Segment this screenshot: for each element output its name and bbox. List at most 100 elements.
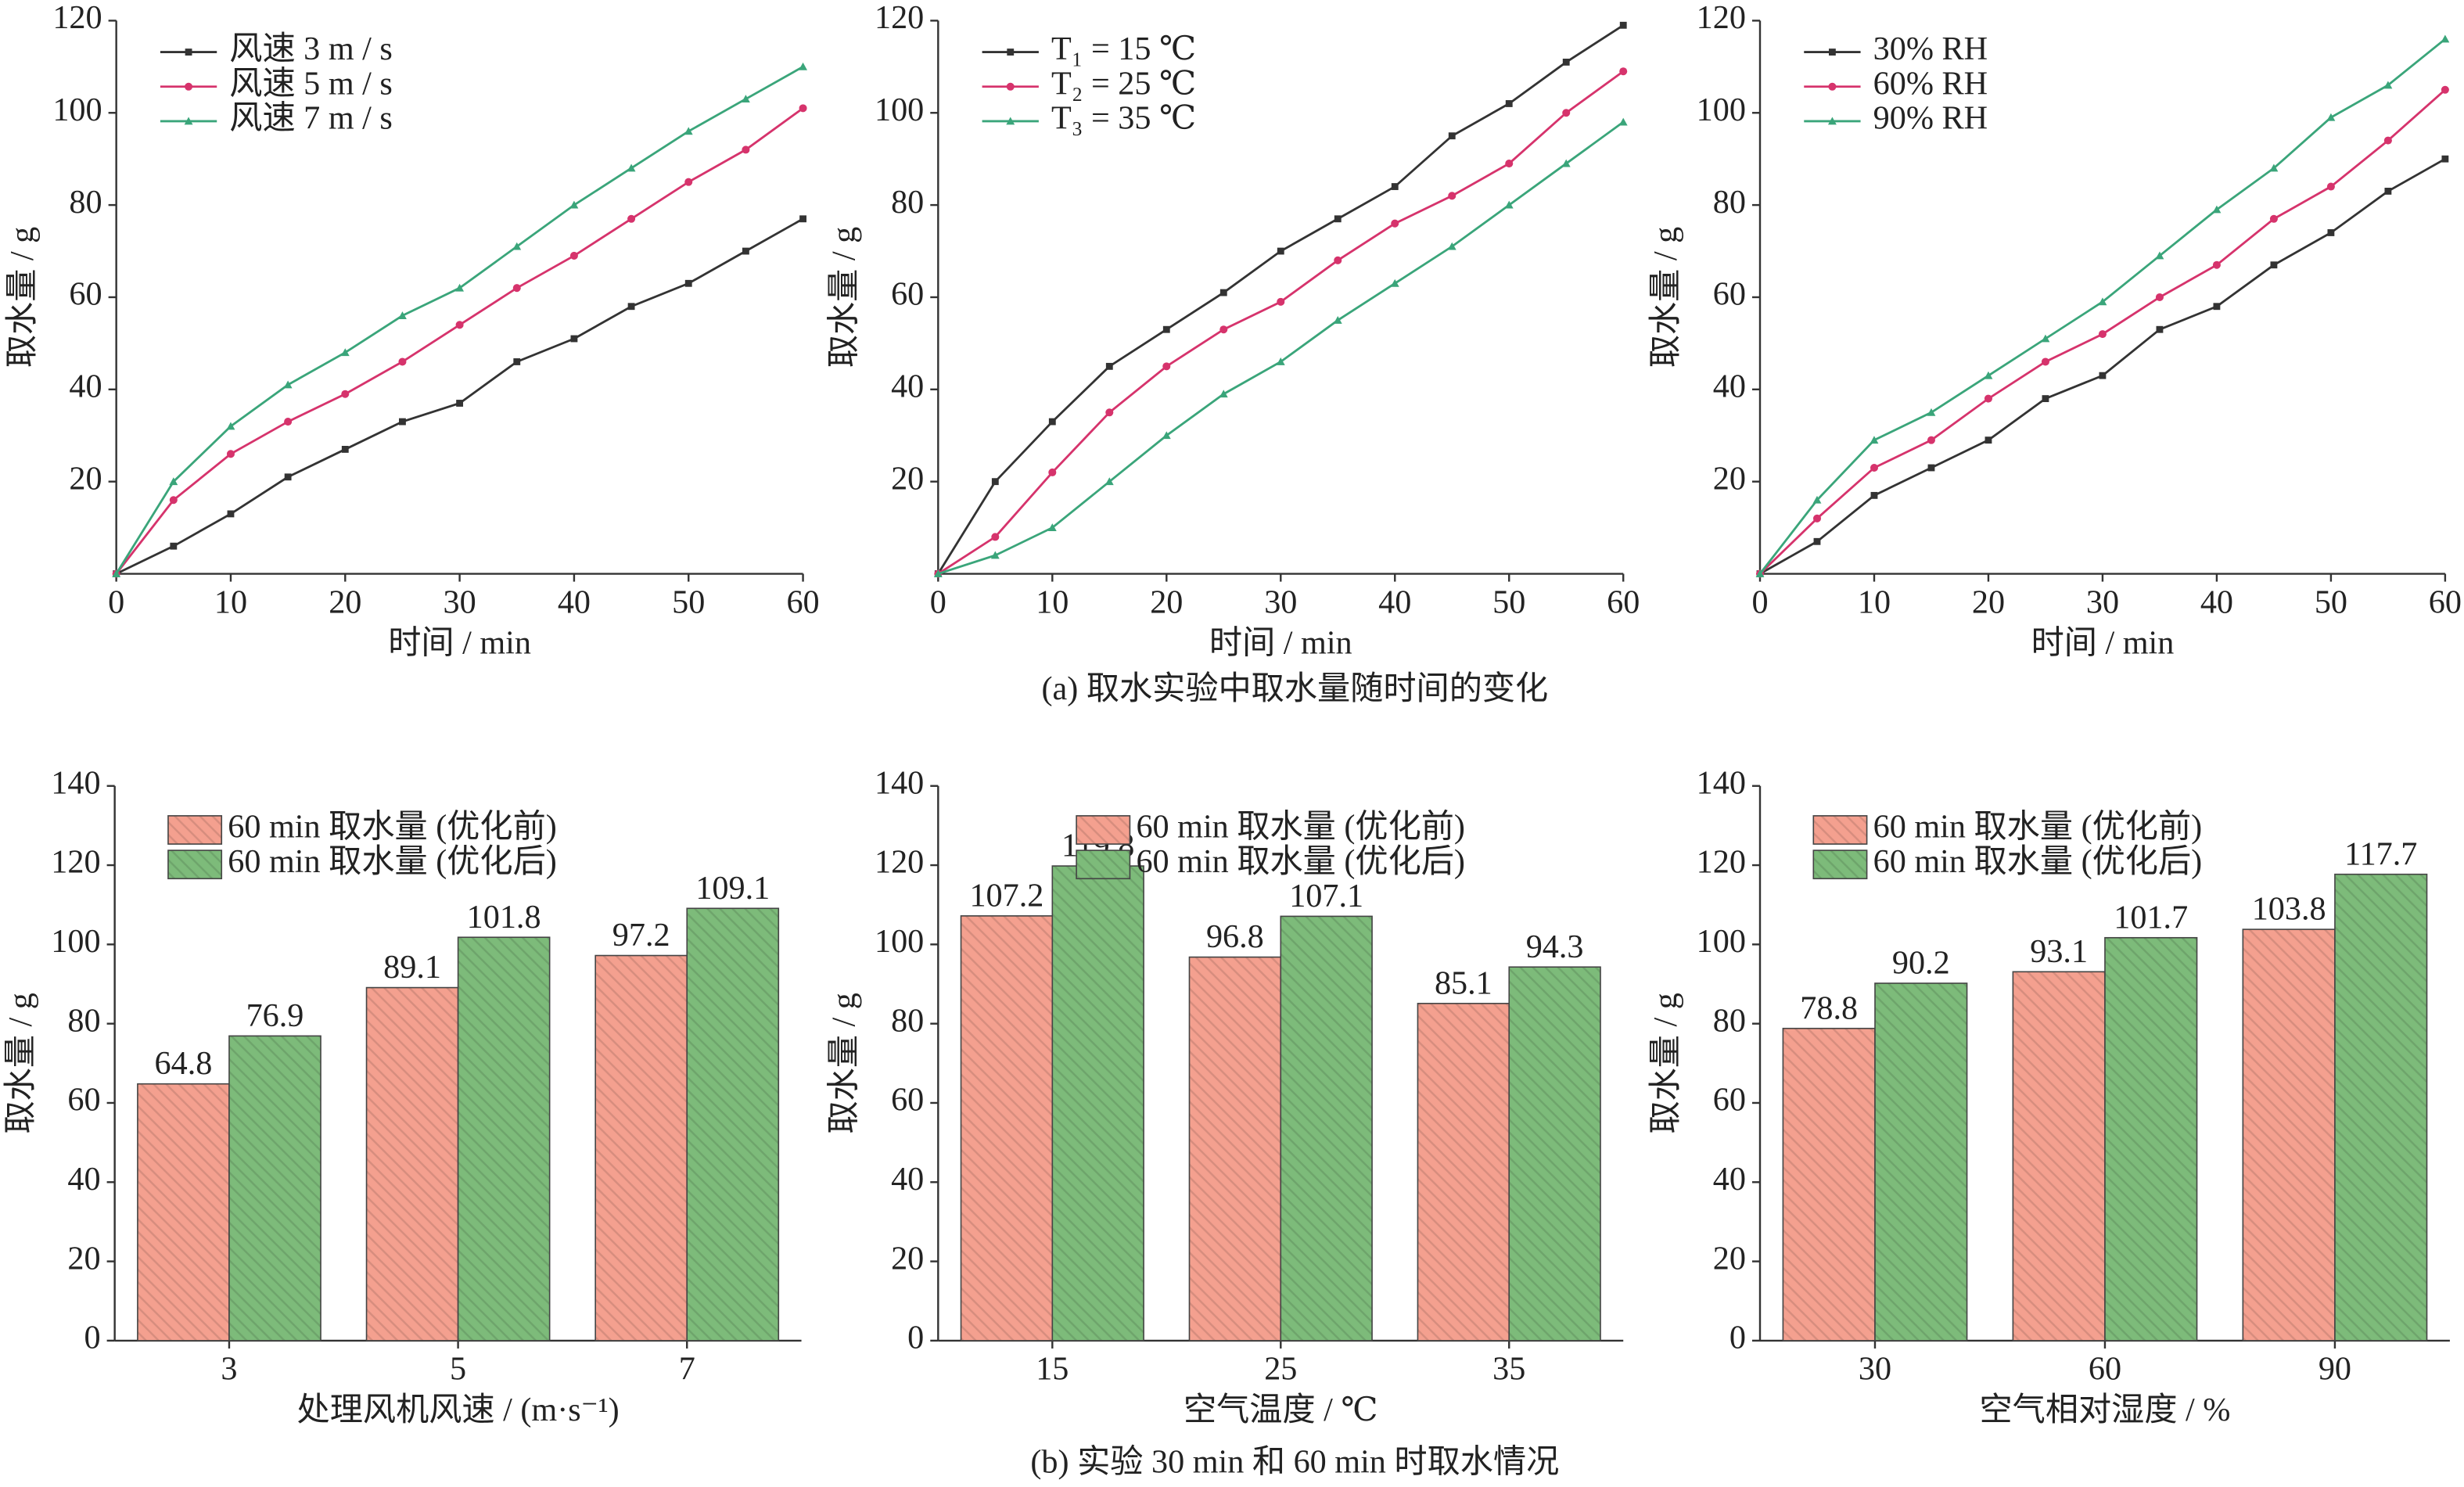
y-axis-label: 取水量 / g bbox=[826, 993, 863, 1133]
marker bbox=[1390, 278, 1399, 287]
bar bbox=[1417, 1003, 1510, 1342]
y-tick-label: 100 bbox=[52, 92, 102, 128]
marker bbox=[627, 303, 635, 311]
value-label: 89.1 bbox=[383, 949, 441, 986]
marker bbox=[170, 542, 178, 550]
marker bbox=[742, 247, 749, 255]
legend-label: 60 min 取水量 (优化前) bbox=[228, 809, 557, 846]
marker bbox=[2098, 330, 2107, 339]
marker bbox=[1984, 371, 1993, 379]
marker bbox=[1984, 394, 1992, 403]
y-tick-label: 120 bbox=[1697, 0, 1746, 36]
y-axis-label: 取水量 / g bbox=[1647, 993, 1684, 1133]
y-tick-label: 0 bbox=[84, 1320, 100, 1356]
marker bbox=[284, 418, 293, 426]
x-tick-label: 0 bbox=[108, 584, 124, 620]
marker bbox=[1828, 48, 1836, 56]
marker bbox=[1219, 289, 1227, 296]
legend-label: 60 min 取水量 (优化前) bbox=[1136, 809, 1465, 846]
legend-label: 60 min 取水量 (优化后) bbox=[1136, 843, 1465, 880]
marker bbox=[112, 569, 121, 577]
y-tick-label: 80 bbox=[891, 1002, 924, 1039]
legend-label: T₂ = 25 ℃ bbox=[1051, 65, 1196, 102]
marker bbox=[570, 335, 578, 343]
marker bbox=[2270, 261, 2278, 269]
x-tick-label: 20 bbox=[1150, 584, 1183, 620]
marker bbox=[2441, 85, 2449, 94]
marker bbox=[1619, 67, 1628, 76]
y-tick-label: 120 bbox=[875, 0, 924, 36]
bar bbox=[1782, 1027, 1876, 1342]
marker bbox=[185, 48, 192, 56]
y-tick-label: 40 bbox=[1713, 1161, 1746, 1198]
bar bbox=[1508, 966, 1601, 1342]
legend-swatch bbox=[1076, 849, 1131, 880]
marker bbox=[2383, 81, 2393, 89]
marker bbox=[2441, 34, 2450, 43]
marker bbox=[1562, 109, 1571, 117]
legend-swatch bbox=[1812, 849, 1868, 880]
marker bbox=[2441, 155, 2449, 163]
bar bbox=[594, 954, 688, 1342]
marker bbox=[1984, 436, 1992, 444]
marker bbox=[1447, 242, 1456, 250]
marker bbox=[742, 145, 750, 154]
marker bbox=[1006, 82, 1015, 91]
marker bbox=[2327, 229, 2335, 236]
line bbox=[937, 120, 1625, 575]
marker bbox=[341, 446, 349, 453]
y-tick-label: 20 bbox=[67, 1240, 100, 1277]
marker bbox=[512, 284, 521, 293]
marker bbox=[341, 390, 350, 398]
marker bbox=[1048, 418, 1056, 426]
bar bbox=[1051, 865, 1144, 1342]
legend-label: 风速 7 m / s bbox=[229, 100, 393, 137]
value-label: 94.3 bbox=[1526, 928, 1584, 965]
bar bbox=[457, 936, 551, 1342]
marker bbox=[1105, 362, 1113, 370]
marker bbox=[799, 215, 806, 223]
marker bbox=[226, 422, 235, 430]
x-tick-label: 10 bbox=[214, 584, 247, 620]
value-label: 93.1 bbox=[2030, 933, 2088, 970]
marker bbox=[1277, 297, 1285, 306]
bar bbox=[137, 1083, 230, 1342]
value-label: 103.8 bbox=[2252, 891, 2326, 928]
y-tick-label: 140 bbox=[1697, 764, 1746, 801]
y-tick-label: 20 bbox=[1713, 1240, 1746, 1277]
marker bbox=[1105, 408, 1114, 417]
y-tick-label: 100 bbox=[51, 923, 100, 960]
marker bbox=[1391, 183, 1399, 190]
marker bbox=[2269, 214, 2278, 223]
marker bbox=[1219, 390, 1228, 398]
marker bbox=[455, 321, 464, 329]
y-tick-label: 120 bbox=[875, 844, 924, 881]
marker bbox=[1048, 468, 1057, 476]
marker bbox=[2155, 293, 2164, 301]
marker bbox=[1812, 495, 1822, 504]
y-tick-label: 20 bbox=[891, 460, 924, 497]
legend-label: 风速 3 m / s bbox=[229, 31, 393, 67]
y-tick-label: 60 bbox=[67, 1082, 100, 1119]
y-tick-label: 80 bbox=[891, 184, 924, 221]
legend-label: T₁ = 15 ℃ bbox=[1051, 31, 1196, 67]
y-tick-label: 80 bbox=[67, 1002, 100, 1039]
value-label: 107.1 bbox=[1289, 878, 1363, 914]
marker bbox=[1334, 256, 1342, 264]
x-tick-label: 30 bbox=[1264, 584, 1297, 620]
y-tick-label: 20 bbox=[1713, 460, 1746, 497]
y-tick-label: 140 bbox=[875, 764, 924, 801]
bar bbox=[1280, 915, 1373, 1342]
marker bbox=[1927, 408, 1936, 416]
marker bbox=[340, 348, 350, 357]
x-tick-label: 0 bbox=[930, 584, 946, 620]
marker bbox=[226, 450, 235, 458]
marker bbox=[684, 127, 693, 135]
marker bbox=[1505, 100, 1513, 107]
legend-label: 30% RH bbox=[1873, 31, 1988, 67]
bar bbox=[686, 907, 780, 1342]
value-label: 85.1 bbox=[1435, 964, 1492, 1001]
marker bbox=[2326, 113, 2336, 121]
value-label: 64.8 bbox=[155, 1045, 213, 1082]
